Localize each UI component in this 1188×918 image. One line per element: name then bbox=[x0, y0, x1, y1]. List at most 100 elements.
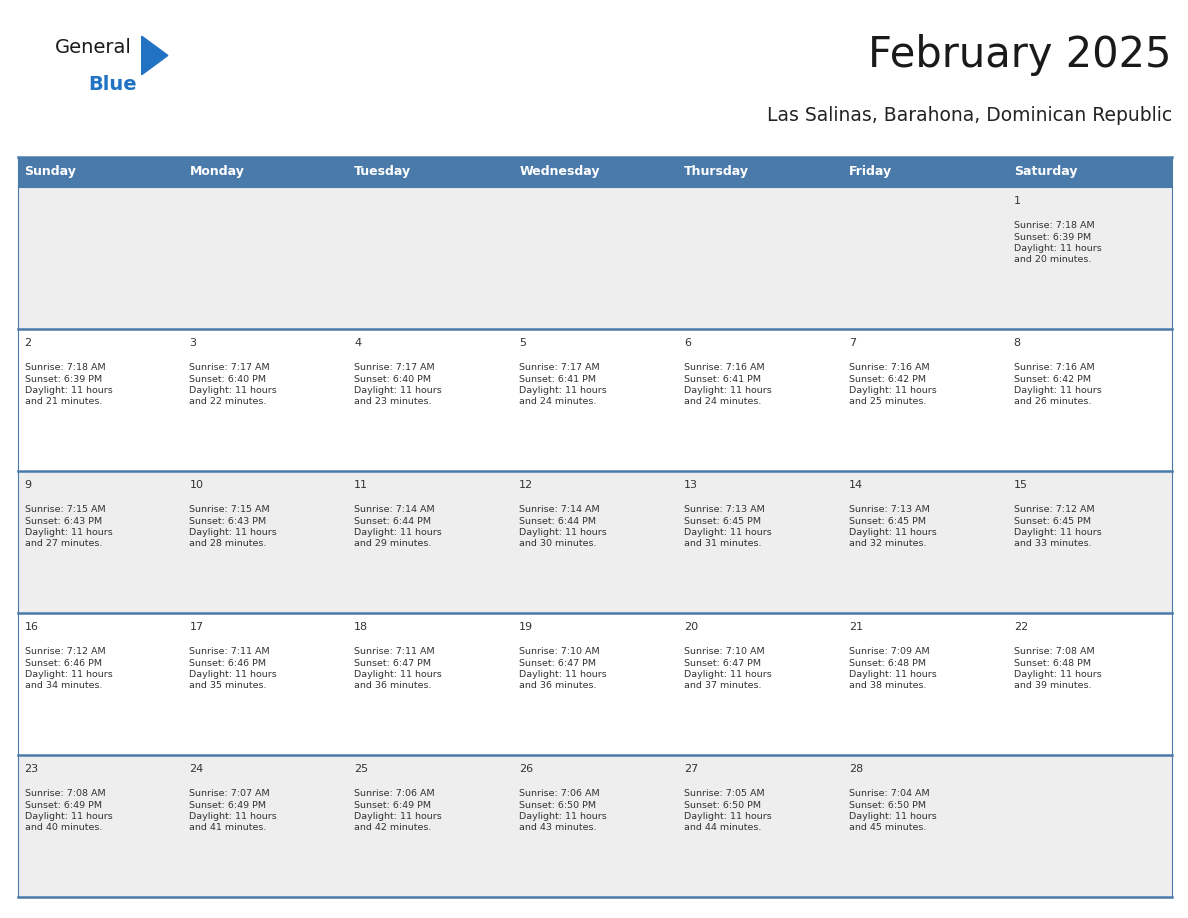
Bar bbox=[677, 755, 842, 897]
Text: Sunrise: 7:13 AM
Sunset: 6:45 PM
Daylight: 11 hours
and 32 minutes.: Sunrise: 7:13 AM Sunset: 6:45 PM Dayligh… bbox=[849, 505, 936, 548]
Text: Sunrise: 7:14 AM
Sunset: 6:44 PM
Daylight: 11 hours
and 30 minutes.: Sunrise: 7:14 AM Sunset: 6:44 PM Dayligh… bbox=[519, 505, 607, 548]
Bar bbox=[18, 329, 183, 471]
Text: Sunrise: 7:18 AM
Sunset: 6:39 PM
Daylight: 11 hours
and 20 minutes.: Sunrise: 7:18 AM Sunset: 6:39 PM Dayligh… bbox=[1013, 221, 1101, 264]
Bar bbox=[842, 329, 1007, 471]
Text: February 2025: February 2025 bbox=[868, 34, 1173, 76]
Text: Sunrise: 7:06 AM
Sunset: 6:49 PM
Daylight: 11 hours
and 42 minutes.: Sunrise: 7:06 AM Sunset: 6:49 PM Dayligh… bbox=[354, 789, 442, 833]
Bar bbox=[183, 755, 348, 897]
Text: Sunrise: 7:07 AM
Sunset: 6:49 PM
Daylight: 11 hours
and 41 minutes.: Sunrise: 7:07 AM Sunset: 6:49 PM Dayligh… bbox=[189, 789, 277, 833]
Bar bbox=[18, 157, 183, 187]
Bar bbox=[1007, 613, 1173, 755]
Text: Sunrise: 7:04 AM
Sunset: 6:50 PM
Daylight: 11 hours
and 45 minutes.: Sunrise: 7:04 AM Sunset: 6:50 PM Dayligh… bbox=[849, 789, 936, 833]
Text: Sunrise: 7:08 AM
Sunset: 6:48 PM
Daylight: 11 hours
and 39 minutes.: Sunrise: 7:08 AM Sunset: 6:48 PM Dayligh… bbox=[1013, 647, 1101, 690]
Bar bbox=[512, 755, 677, 897]
Text: Sunrise: 7:10 AM
Sunset: 6:47 PM
Daylight: 11 hours
and 37 minutes.: Sunrise: 7:10 AM Sunset: 6:47 PM Dayligh… bbox=[684, 647, 772, 690]
Bar bbox=[842, 755, 1007, 897]
Text: 2: 2 bbox=[25, 338, 32, 348]
Bar bbox=[677, 471, 842, 613]
Text: Thursday: Thursday bbox=[684, 165, 748, 178]
Bar bbox=[1007, 157, 1173, 187]
Text: Sunrise: 7:05 AM
Sunset: 6:50 PM
Daylight: 11 hours
and 44 minutes.: Sunrise: 7:05 AM Sunset: 6:50 PM Dayligh… bbox=[684, 789, 772, 833]
Bar bbox=[183, 471, 348, 613]
Bar bbox=[677, 157, 842, 187]
Text: Sunrise: 7:15 AM
Sunset: 6:43 PM
Daylight: 11 hours
and 27 minutes.: Sunrise: 7:15 AM Sunset: 6:43 PM Dayligh… bbox=[25, 505, 113, 548]
Bar bbox=[18, 471, 183, 613]
Text: Sunrise: 7:12 AM
Sunset: 6:45 PM
Daylight: 11 hours
and 33 minutes.: Sunrise: 7:12 AM Sunset: 6:45 PM Dayligh… bbox=[1013, 505, 1101, 548]
Bar bbox=[842, 471, 1007, 613]
Text: Blue: Blue bbox=[88, 74, 137, 94]
Text: 26: 26 bbox=[519, 764, 533, 774]
Bar bbox=[1007, 471, 1173, 613]
Text: Sunrise: 7:14 AM
Sunset: 6:44 PM
Daylight: 11 hours
and 29 minutes.: Sunrise: 7:14 AM Sunset: 6:44 PM Dayligh… bbox=[354, 505, 442, 548]
Bar bbox=[677, 187, 842, 329]
Text: 23: 23 bbox=[25, 764, 39, 774]
Text: Sunrise: 7:13 AM
Sunset: 6:45 PM
Daylight: 11 hours
and 31 minutes.: Sunrise: 7:13 AM Sunset: 6:45 PM Dayligh… bbox=[684, 505, 772, 548]
Text: 8: 8 bbox=[1013, 338, 1020, 348]
Bar bbox=[1007, 329, 1173, 471]
Bar bbox=[348, 187, 512, 329]
Text: 14: 14 bbox=[849, 479, 862, 489]
Text: 6: 6 bbox=[684, 338, 691, 348]
Text: Sunrise: 7:12 AM
Sunset: 6:46 PM
Daylight: 11 hours
and 34 minutes.: Sunrise: 7:12 AM Sunset: 6:46 PM Dayligh… bbox=[25, 647, 113, 690]
Text: Friday: Friday bbox=[849, 165, 892, 178]
Text: Monday: Monday bbox=[189, 165, 245, 178]
Text: Sunrise: 7:15 AM
Sunset: 6:43 PM
Daylight: 11 hours
and 28 minutes.: Sunrise: 7:15 AM Sunset: 6:43 PM Dayligh… bbox=[189, 505, 277, 548]
Text: 4: 4 bbox=[354, 338, 361, 348]
Text: Sunday: Sunday bbox=[25, 165, 76, 178]
Bar bbox=[18, 187, 183, 329]
Text: 1: 1 bbox=[1013, 196, 1020, 206]
Bar bbox=[677, 329, 842, 471]
Bar bbox=[348, 613, 512, 755]
Bar bbox=[512, 329, 677, 471]
Text: 19: 19 bbox=[519, 621, 533, 632]
Text: 27: 27 bbox=[684, 764, 699, 774]
Text: 7: 7 bbox=[849, 338, 857, 348]
Text: 25: 25 bbox=[354, 764, 368, 774]
Text: Sunrise: 7:16 AM
Sunset: 6:41 PM
Daylight: 11 hours
and 24 minutes.: Sunrise: 7:16 AM Sunset: 6:41 PM Dayligh… bbox=[684, 364, 772, 407]
Text: 12: 12 bbox=[519, 479, 533, 489]
Bar bbox=[512, 187, 677, 329]
Bar bbox=[348, 157, 512, 187]
Bar bbox=[348, 329, 512, 471]
Bar bbox=[183, 187, 348, 329]
Bar bbox=[183, 613, 348, 755]
Text: 21: 21 bbox=[849, 621, 862, 632]
Text: Sunrise: 7:17 AM
Sunset: 6:40 PM
Daylight: 11 hours
and 22 minutes.: Sunrise: 7:17 AM Sunset: 6:40 PM Dayligh… bbox=[189, 364, 277, 407]
Text: Sunrise: 7:11 AM
Sunset: 6:46 PM
Daylight: 11 hours
and 35 minutes.: Sunrise: 7:11 AM Sunset: 6:46 PM Dayligh… bbox=[189, 647, 277, 690]
Text: Sunrise: 7:06 AM
Sunset: 6:50 PM
Daylight: 11 hours
and 43 minutes.: Sunrise: 7:06 AM Sunset: 6:50 PM Dayligh… bbox=[519, 789, 607, 833]
Text: Sunrise: 7:16 AM
Sunset: 6:42 PM
Daylight: 11 hours
and 25 minutes.: Sunrise: 7:16 AM Sunset: 6:42 PM Dayligh… bbox=[849, 364, 936, 407]
Bar bbox=[842, 613, 1007, 755]
Bar bbox=[348, 755, 512, 897]
Text: 10: 10 bbox=[189, 479, 203, 489]
Bar bbox=[512, 471, 677, 613]
Text: Sunrise: 7:11 AM
Sunset: 6:47 PM
Daylight: 11 hours
and 36 minutes.: Sunrise: 7:11 AM Sunset: 6:47 PM Dayligh… bbox=[354, 647, 442, 690]
Text: Sunrise: 7:18 AM
Sunset: 6:39 PM
Daylight: 11 hours
and 21 minutes.: Sunrise: 7:18 AM Sunset: 6:39 PM Dayligh… bbox=[25, 364, 113, 407]
Bar bbox=[18, 613, 183, 755]
Text: Tuesday: Tuesday bbox=[354, 165, 411, 178]
Text: 15: 15 bbox=[1013, 479, 1028, 489]
Bar bbox=[512, 613, 677, 755]
Text: Sunrise: 7:16 AM
Sunset: 6:42 PM
Daylight: 11 hours
and 26 minutes.: Sunrise: 7:16 AM Sunset: 6:42 PM Dayligh… bbox=[1013, 364, 1101, 407]
Text: Sunrise: 7:08 AM
Sunset: 6:49 PM
Daylight: 11 hours
and 40 minutes.: Sunrise: 7:08 AM Sunset: 6:49 PM Dayligh… bbox=[25, 789, 113, 833]
Bar bbox=[183, 157, 348, 187]
Text: 28: 28 bbox=[849, 764, 864, 774]
Text: 18: 18 bbox=[354, 621, 368, 632]
Text: 5: 5 bbox=[519, 338, 526, 348]
Bar bbox=[512, 157, 677, 187]
Bar bbox=[1007, 187, 1173, 329]
Text: Sunrise: 7:10 AM
Sunset: 6:47 PM
Daylight: 11 hours
and 36 minutes.: Sunrise: 7:10 AM Sunset: 6:47 PM Dayligh… bbox=[519, 647, 607, 690]
Text: 9: 9 bbox=[25, 479, 32, 489]
Text: 24: 24 bbox=[189, 764, 203, 774]
Bar bbox=[677, 613, 842, 755]
Text: Sunrise: 7:17 AM
Sunset: 6:40 PM
Daylight: 11 hours
and 23 minutes.: Sunrise: 7:17 AM Sunset: 6:40 PM Dayligh… bbox=[354, 364, 442, 407]
Text: 17: 17 bbox=[189, 621, 203, 632]
Polygon shape bbox=[141, 36, 168, 74]
Text: Sunrise: 7:09 AM
Sunset: 6:48 PM
Daylight: 11 hours
and 38 minutes.: Sunrise: 7:09 AM Sunset: 6:48 PM Dayligh… bbox=[849, 647, 936, 690]
Text: 16: 16 bbox=[25, 621, 38, 632]
Text: 13: 13 bbox=[684, 479, 699, 489]
Bar bbox=[183, 329, 348, 471]
Text: Saturday: Saturday bbox=[1013, 165, 1078, 178]
Bar bbox=[18, 755, 183, 897]
Text: Wednesday: Wednesday bbox=[519, 165, 600, 178]
Text: 22: 22 bbox=[1013, 621, 1028, 632]
